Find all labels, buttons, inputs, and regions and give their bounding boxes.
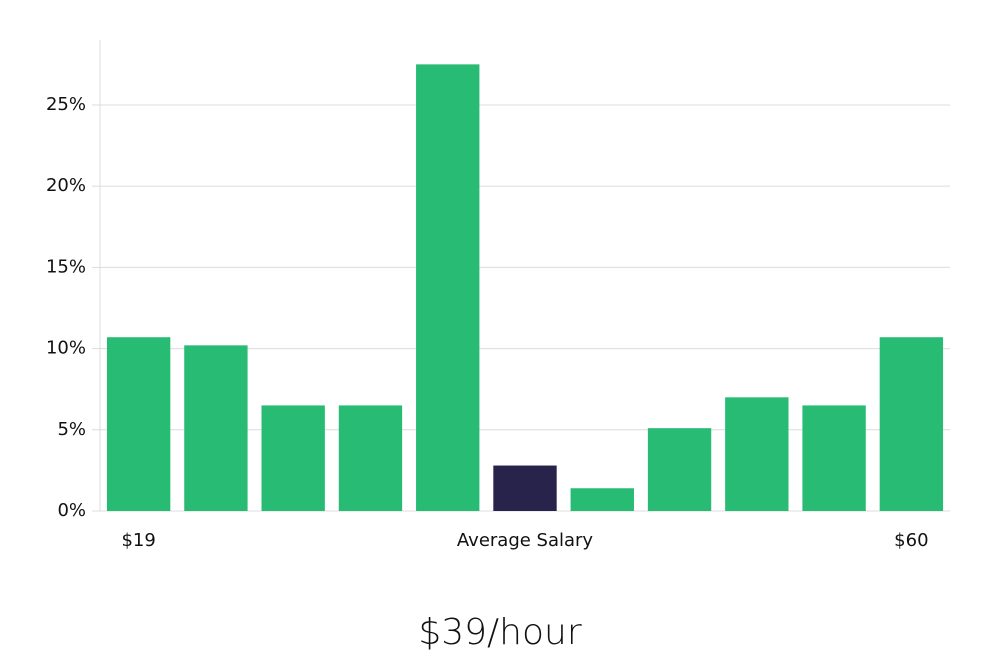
bar <box>879 337 944 511</box>
y-tick-label: 20% <box>46 175 86 196</box>
y-tick-label: 5% <box>57 419 86 440</box>
bar <box>493 465 557 511</box>
y-tick-label: 15% <box>46 256 86 277</box>
average-label: $39/hour <box>418 612 582 653</box>
bar <box>416 64 480 512</box>
bar <box>647 428 712 511</box>
bar <box>802 405 866 511</box>
bar <box>570 488 634 511</box>
bar <box>338 405 403 511</box>
bar <box>184 345 248 511</box>
y-tick-label: 10% <box>46 338 86 359</box>
x-tick-label: $19 <box>121 530 155 551</box>
x-tick-label: Average Salary <box>457 530 594 551</box>
y-tick-label: 0% <box>57 500 86 521</box>
y-tick-label: 25% <box>46 94 86 115</box>
bar <box>106 337 171 511</box>
bar <box>261 405 325 511</box>
bar <box>725 397 789 511</box>
x-tick-label: $60 <box>894 530 928 551</box>
